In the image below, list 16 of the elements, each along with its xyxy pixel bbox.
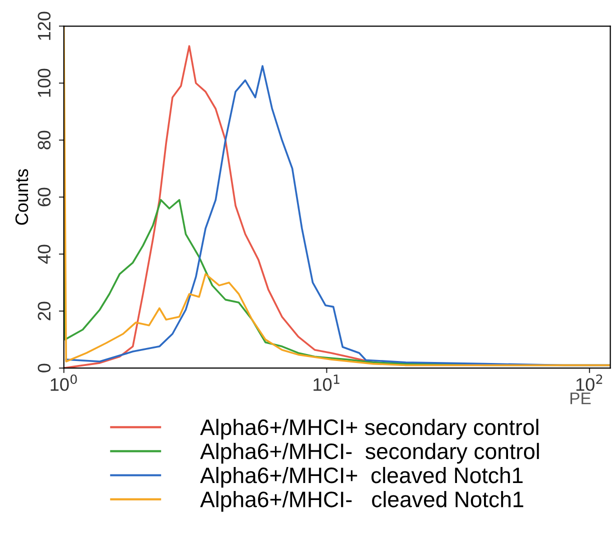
x-axis-title: PE — [570, 392, 591, 404]
x-tick-label: 10$^{2}$ — [576, 374, 602, 391]
y-tick-label: 120 — [38, 12, 51, 40]
y-tick-label: 0 — [38, 364, 51, 372]
y-tick-label: 100 — [38, 68, 51, 97]
legend-label: Alpha6+/MHCI- cleaved Notch1 — [200, 490, 524, 512]
legend-label: Alpha6+/MHCI+ cleaved Notch1 — [200, 466, 523, 488]
legend-label: Alpha6+/MHCI+ secondary control — [200, 418, 538, 440]
x-tick-label: 10$^{0}$ — [50, 374, 77, 391]
legend-label: Alpha6+/MHCI- secondary control — [200, 442, 539, 464]
x-tick-label: 10$^{1}$ — [314, 374, 340, 391]
y-tick-label: 80 — [38, 130, 51, 150]
y-axis-title: Counts — [15, 169, 28, 225]
y-tick-label: 60 — [38, 188, 51, 206]
y-tick-label: 40 — [38, 244, 51, 264]
y-tick-label: 20 — [38, 302, 51, 320]
